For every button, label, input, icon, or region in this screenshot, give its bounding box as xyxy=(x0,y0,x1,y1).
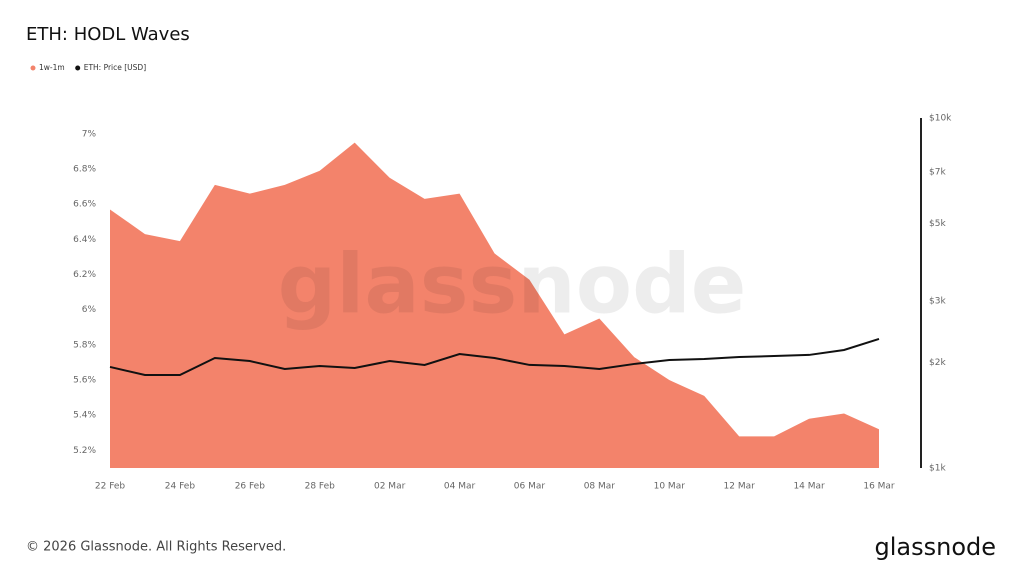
copyright: © 2026 Glassnode. All Rights Reserved. xyxy=(26,540,286,555)
x-tick-label: 16 Mar xyxy=(863,482,895,492)
y2-tick-label: $1k xyxy=(929,464,946,474)
chart-title: ETH: HODL Waves xyxy=(26,24,190,45)
y-tick-label: 5.8% xyxy=(73,340,96,350)
y-tick-label: 7% xyxy=(82,129,97,139)
x-tick-label: 06 Mar xyxy=(514,482,546,492)
y2-tick-label: $5k xyxy=(929,219,946,229)
x-tick-label: 04 Mar xyxy=(444,482,476,492)
legend-marker xyxy=(75,65,81,71)
line xyxy=(109,338,880,376)
watermark: glassnode xyxy=(278,237,747,332)
y-tick-label: 6.8% xyxy=(73,165,96,175)
x-tick-label: 22 Feb xyxy=(95,482,126,492)
y-tick-label: 6.2% xyxy=(73,270,96,280)
x-tick-label: 10 Mar xyxy=(654,482,686,492)
x-tick-label: 24 Feb xyxy=(165,482,196,492)
x-tick-label: 02 Mar xyxy=(374,482,406,492)
y2-tick-label: $3k xyxy=(929,297,946,307)
x-tick-label: 26 Feb xyxy=(235,482,266,492)
plot: 5.2% 5.4% 5.6% 5.8% 6% 6.2% 6.4% 6.6% 6.8% 7% $1k $… xyxy=(73,114,952,492)
y-tick-label: 5.6% xyxy=(73,376,96,386)
legend-label: 1w-1m xyxy=(39,63,65,72)
y-tick-label: 5.2% xyxy=(73,446,96,456)
y-tick-label: 6.6% xyxy=(73,200,96,210)
x-tick-label: 08 Mar xyxy=(584,482,616,492)
y2-tick-label: $10k xyxy=(929,114,952,124)
y2-tick-label: $2k xyxy=(929,358,946,368)
area xyxy=(110,142,879,469)
y-tick-label: 5.4% xyxy=(73,411,96,421)
x-tick-label: 14 Mar xyxy=(793,482,825,492)
y2-tick-label: $7k xyxy=(929,168,946,178)
y-tick-label: 6% xyxy=(82,305,97,315)
y-tick-label: 6.4% xyxy=(73,235,96,245)
logo: glassnode xyxy=(874,533,996,561)
x-tick-label: 28 Feb xyxy=(305,482,336,492)
legend-label: ETH: Price [USD] xyxy=(84,63,147,72)
x-tick-label: 12 Mar xyxy=(724,482,756,492)
legend-marker xyxy=(30,65,36,71)
